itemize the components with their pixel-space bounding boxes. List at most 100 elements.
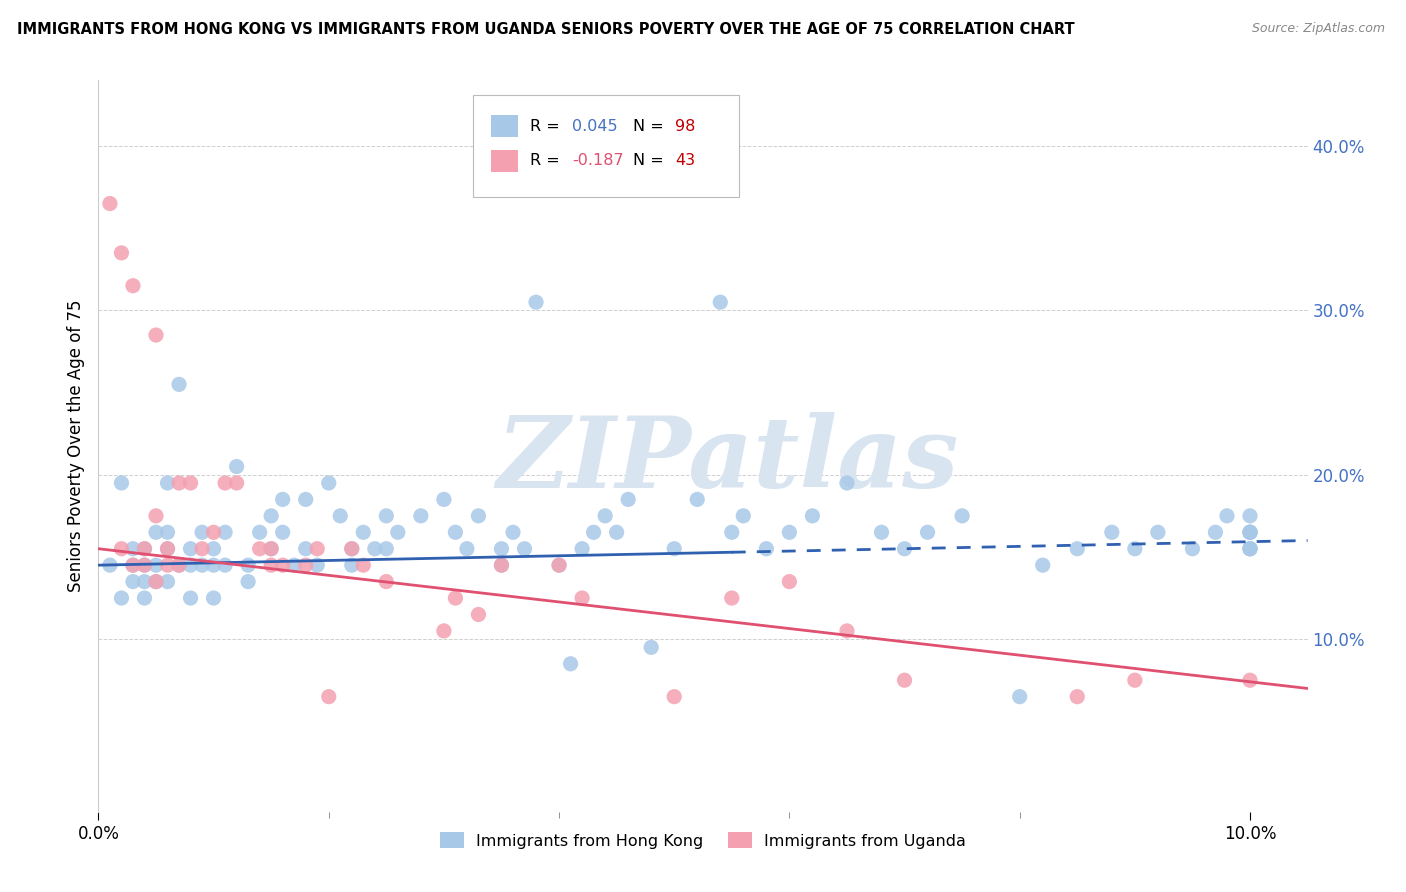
Point bbox=[260, 541, 283, 556]
Text: N =: N = bbox=[633, 153, 669, 169]
Point bbox=[156, 541, 179, 556]
Point bbox=[134, 558, 156, 573]
Point bbox=[835, 624, 858, 638]
Point bbox=[467, 508, 489, 523]
Point bbox=[709, 295, 731, 310]
Point bbox=[318, 475, 340, 490]
Point bbox=[560, 657, 582, 671]
Point bbox=[1101, 525, 1123, 540]
Point bbox=[548, 558, 571, 573]
Point bbox=[98, 196, 121, 211]
Point bbox=[122, 558, 145, 573]
Point bbox=[664, 541, 686, 556]
Point bbox=[180, 541, 202, 556]
Point bbox=[1032, 558, 1054, 573]
Point bbox=[502, 525, 524, 540]
Point bbox=[180, 558, 202, 573]
Point bbox=[433, 492, 456, 507]
Point bbox=[294, 541, 316, 556]
Point bbox=[1239, 525, 1261, 540]
Point bbox=[110, 475, 132, 490]
Point bbox=[202, 525, 225, 540]
Point bbox=[180, 591, 202, 605]
Point bbox=[271, 558, 294, 573]
Point bbox=[191, 525, 214, 540]
Point bbox=[444, 591, 467, 605]
Point bbox=[145, 574, 167, 589]
Point bbox=[1147, 525, 1170, 540]
Point bbox=[582, 525, 605, 540]
Point bbox=[1239, 541, 1261, 556]
Point bbox=[110, 591, 132, 605]
Point bbox=[664, 690, 686, 704]
Point bbox=[755, 541, 778, 556]
Point bbox=[156, 525, 179, 540]
Point bbox=[1216, 508, 1239, 523]
Point bbox=[409, 508, 432, 523]
Point bbox=[145, 525, 167, 540]
Point bbox=[225, 475, 247, 490]
Point bbox=[1066, 541, 1088, 556]
Point bbox=[249, 525, 271, 540]
Text: IMMIGRANTS FROM HONG KONG VS IMMIGRANTS FROM UGANDA SENIORS POVERTY OVER THE AGE: IMMIGRANTS FROM HONG KONG VS IMMIGRANTS … bbox=[17, 22, 1074, 37]
Point bbox=[467, 607, 489, 622]
Text: 0.045: 0.045 bbox=[572, 119, 619, 134]
Point bbox=[491, 558, 513, 573]
Text: ZIPatlas: ZIPatlas bbox=[496, 412, 959, 508]
Point bbox=[375, 508, 398, 523]
Point bbox=[491, 558, 513, 573]
Point bbox=[1239, 525, 1261, 540]
Point bbox=[260, 558, 283, 573]
Point bbox=[444, 525, 467, 540]
Point bbox=[122, 278, 145, 293]
Point bbox=[134, 574, 156, 589]
Point bbox=[167, 558, 190, 573]
Point bbox=[433, 624, 456, 638]
Point bbox=[122, 558, 145, 573]
Point bbox=[593, 508, 616, 523]
Point bbox=[778, 525, 800, 540]
Point bbox=[617, 492, 640, 507]
Text: R =: R = bbox=[530, 119, 565, 134]
Point bbox=[249, 541, 271, 556]
Point bbox=[340, 541, 363, 556]
Point bbox=[375, 541, 398, 556]
Point bbox=[352, 558, 374, 573]
FancyBboxPatch shape bbox=[492, 115, 517, 137]
Point bbox=[686, 492, 709, 507]
Text: 43: 43 bbox=[675, 153, 696, 169]
Point bbox=[1181, 541, 1204, 556]
Point bbox=[375, 574, 398, 589]
Point bbox=[214, 475, 236, 490]
Point bbox=[307, 558, 329, 573]
Point bbox=[191, 541, 214, 556]
Point bbox=[134, 558, 156, 573]
Point bbox=[318, 690, 340, 704]
Point bbox=[801, 508, 824, 523]
Y-axis label: Seniors Poverty Over the Age of 75: Seniors Poverty Over the Age of 75 bbox=[66, 300, 84, 592]
Point bbox=[1008, 690, 1031, 704]
Point bbox=[778, 574, 800, 589]
Point bbox=[156, 574, 179, 589]
Point bbox=[456, 541, 478, 556]
Point bbox=[1239, 508, 1261, 523]
Point bbox=[513, 541, 536, 556]
Point bbox=[202, 591, 225, 605]
Point bbox=[271, 492, 294, 507]
Point bbox=[122, 574, 145, 589]
Point bbox=[202, 558, 225, 573]
Point bbox=[835, 475, 858, 490]
Point bbox=[110, 541, 132, 556]
Text: N =: N = bbox=[633, 119, 669, 134]
Point bbox=[640, 640, 662, 655]
Point bbox=[134, 541, 156, 556]
Point bbox=[1123, 541, 1146, 556]
Point bbox=[167, 475, 190, 490]
Point bbox=[1204, 525, 1226, 540]
Point bbox=[1239, 525, 1261, 540]
FancyBboxPatch shape bbox=[492, 150, 517, 171]
Point bbox=[134, 541, 156, 556]
Point bbox=[606, 525, 628, 540]
Point bbox=[950, 508, 973, 523]
Point bbox=[180, 475, 202, 490]
